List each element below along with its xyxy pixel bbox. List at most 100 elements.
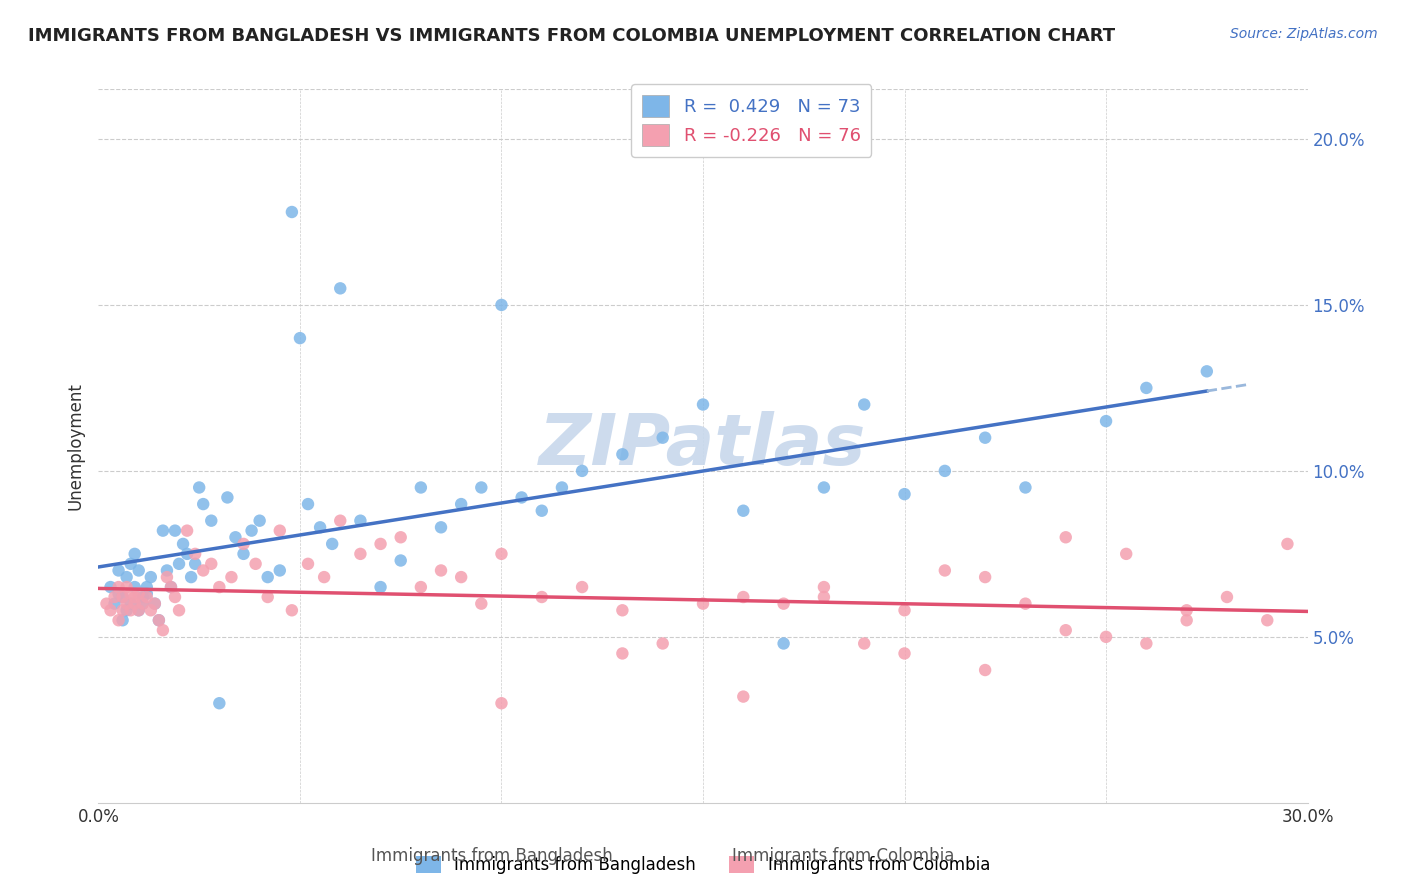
Point <box>329 514 352 528</box>
Point <box>240 524 263 538</box>
Point <box>128 587 150 601</box>
Point <box>269 524 291 538</box>
Point <box>172 537 194 551</box>
Point <box>160 580 183 594</box>
Point <box>120 587 142 601</box>
Point <box>135 587 157 601</box>
Point <box>124 597 146 611</box>
Point <box>1095 414 1118 428</box>
Point <box>329 281 352 295</box>
Point <box>156 564 179 578</box>
Point <box>232 547 254 561</box>
Point <box>733 590 755 604</box>
Point <box>115 597 138 611</box>
Point <box>297 557 319 571</box>
Point <box>288 331 311 345</box>
Point <box>1014 597 1036 611</box>
Point <box>245 557 267 571</box>
Point <box>1216 590 1239 604</box>
Point <box>297 497 319 511</box>
Point <box>893 647 915 661</box>
Point <box>409 481 432 495</box>
Point <box>813 590 835 604</box>
Point <box>160 580 183 594</box>
Point <box>152 524 174 538</box>
Point <box>107 564 129 578</box>
Point <box>349 547 371 561</box>
Point <box>115 580 138 594</box>
Point <box>120 597 142 611</box>
Point <box>1014 481 1036 495</box>
Point <box>430 520 453 534</box>
Point <box>733 690 755 704</box>
Point <box>128 603 150 617</box>
Point <box>430 564 453 578</box>
Point <box>167 603 190 617</box>
Point <box>893 487 915 501</box>
Point <box>692 397 714 411</box>
Point <box>120 557 142 571</box>
Text: Immigrants from Colombia: Immigrants from Colombia <box>733 847 955 865</box>
Point <box>281 205 304 219</box>
Text: Immigrants from Bangladesh: Immigrants from Bangladesh <box>371 847 613 865</box>
Point <box>314 570 336 584</box>
Point <box>1054 530 1077 544</box>
Point <box>107 613 129 627</box>
Point <box>530 590 553 604</box>
Point <box>107 580 129 594</box>
Point <box>139 570 162 584</box>
Point <box>120 603 142 617</box>
Point <box>450 497 472 511</box>
Point <box>163 524 186 538</box>
Point <box>167 557 190 571</box>
Point <box>96 597 118 611</box>
Point <box>450 570 472 584</box>
Point <box>853 636 876 650</box>
Point <box>188 481 211 495</box>
Point <box>651 636 673 650</box>
Point <box>309 520 332 534</box>
Point <box>1115 547 1137 561</box>
Point <box>143 597 166 611</box>
Point <box>974 431 997 445</box>
Point <box>115 570 138 584</box>
Point <box>249 514 271 528</box>
Point <box>934 464 956 478</box>
Point <box>124 547 146 561</box>
Point <box>208 696 231 710</box>
Point <box>530 504 553 518</box>
Point <box>128 603 150 617</box>
Point <box>612 447 634 461</box>
Point <box>124 590 146 604</box>
Point <box>132 597 155 611</box>
Text: Source: ZipAtlas.com: Source: ZipAtlas.com <box>1230 27 1378 41</box>
Point <box>217 491 239 505</box>
Point <box>893 603 915 617</box>
Point <box>389 530 412 544</box>
Point <box>256 590 278 604</box>
Point <box>974 663 997 677</box>
Point <box>193 564 215 578</box>
Point <box>200 557 222 571</box>
Legend: Immigrants from Bangladesh, Immigrants from Colombia: Immigrants from Bangladesh, Immigrants f… <box>409 849 997 881</box>
Point <box>571 580 593 594</box>
Point <box>152 624 174 638</box>
Point <box>772 597 794 611</box>
Point <box>1195 364 1218 378</box>
Point <box>148 613 170 627</box>
Point <box>100 603 122 617</box>
Point <box>349 514 371 528</box>
Point <box>491 547 513 561</box>
Point <box>184 547 207 561</box>
Point <box>853 397 876 411</box>
Point <box>221 570 243 584</box>
Point <box>184 557 207 571</box>
Point <box>132 590 155 604</box>
Point <box>733 504 755 518</box>
Point <box>1095 630 1118 644</box>
Point <box>571 464 593 478</box>
Point <box>510 491 533 505</box>
Point <box>124 580 146 594</box>
Point <box>269 564 291 578</box>
Point <box>1135 636 1157 650</box>
